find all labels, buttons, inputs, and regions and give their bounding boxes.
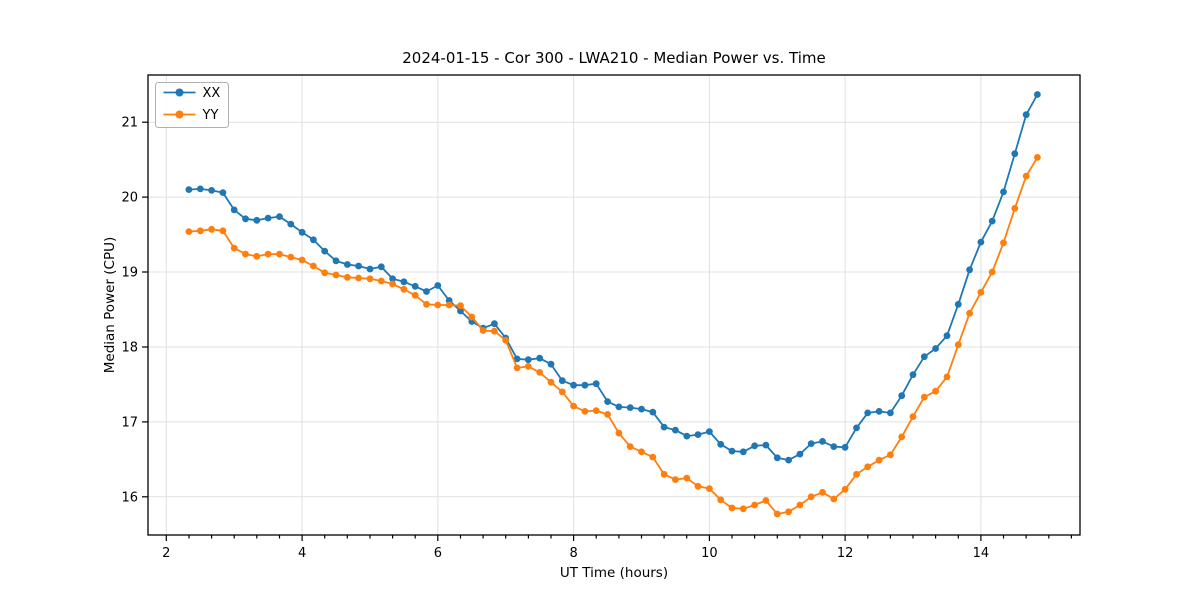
svg-text:21: 21 [121,116,138,131]
svg-text:19: 19 [121,266,138,281]
series-YY-line [188,156,1039,515]
y-axis-label-text: Median Power (CPU) [102,236,118,374]
svg-text:2: 2 [162,546,170,561]
y-tick-labels: 16 17 18 19 20 21 [121,116,138,506]
chart-title: 2024-01-15 - Cor 300 - LWA210 - Median P… [402,49,826,67]
svg-text:16: 16 [121,490,138,505]
series-XX [185,91,1041,464]
svg-text:6: 6 [434,546,442,561]
legend: XX YY [155,82,229,128]
x-axis-label: UT Time (hours) [559,565,669,581]
legend-marker-XX [175,88,184,97]
legend-label-XX: XX [203,86,221,101]
svg-text:4: 4 [298,546,306,561]
x-tick-labels: 2 4 6 8 10 12 14 [162,546,989,561]
legend-label-YY: YY [202,108,219,123]
series-XX-markers [185,91,1041,464]
svg-text:12: 12 [837,546,854,561]
series-YY-markers [185,154,1041,518]
svg-text:14: 14 [973,546,990,561]
legend-marker-YY [175,110,184,119]
series-YY [185,154,1041,518]
gridlines [148,75,1080,535]
svg-text:10: 10 [701,546,718,561]
svg-text:20: 20 [121,191,138,206]
svg-text:18: 18 [121,340,138,355]
legend-frame [155,82,229,128]
series-XX-line [188,94,1039,462]
svg-text:17: 17 [121,415,138,430]
axis-ticks [142,121,1073,541]
axes-frame [147,74,1081,536]
svg-text:8: 8 [569,546,577,561]
